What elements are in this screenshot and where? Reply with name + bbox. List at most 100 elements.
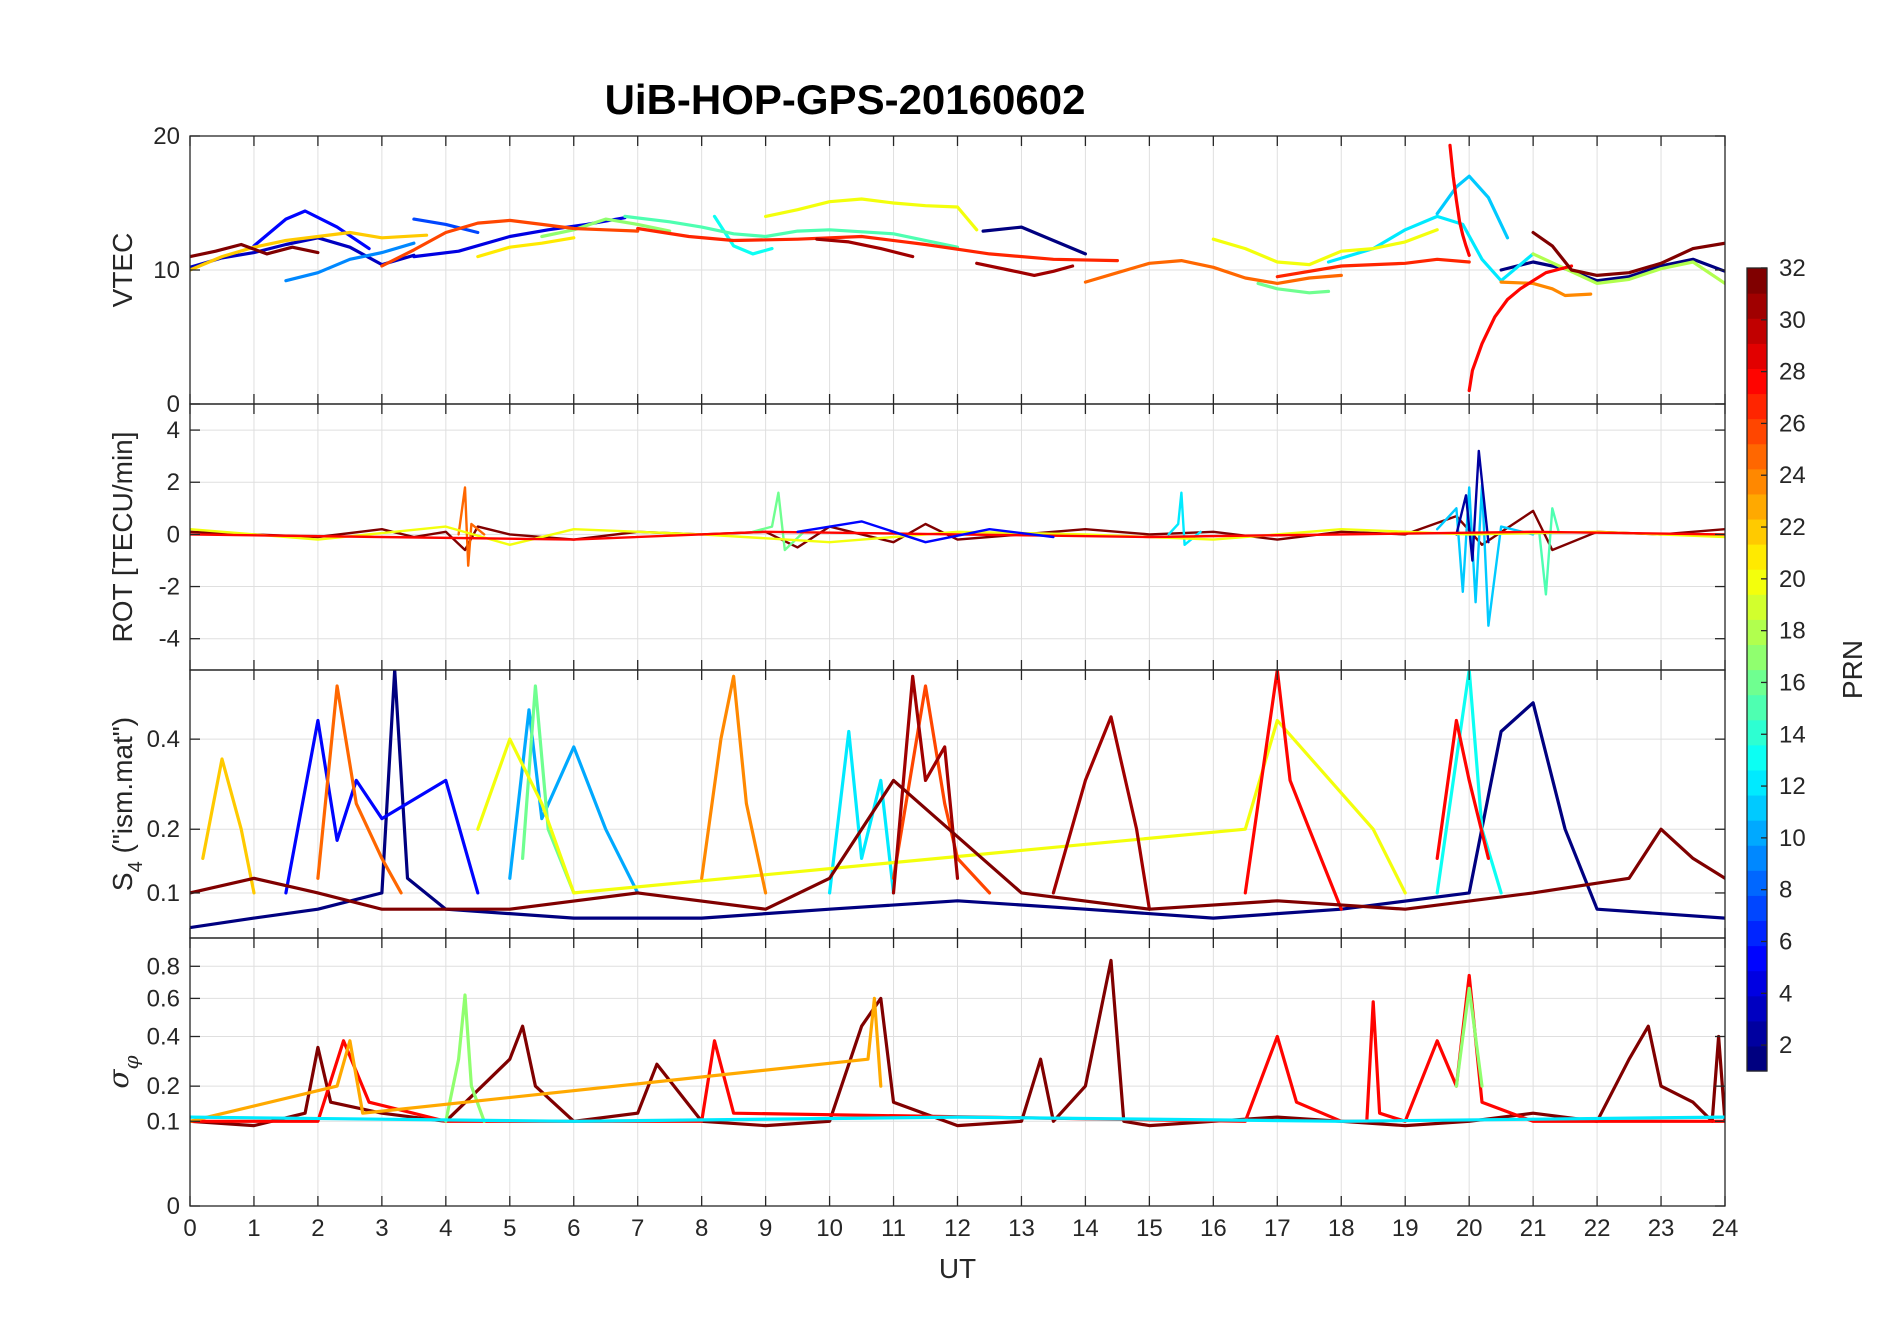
x-tick-label: 8 [695, 1215, 708, 1242]
y-tick-label: 0 [167, 1193, 180, 1220]
x-tick-label: 9 [759, 1215, 772, 1242]
series-line-prn-31 [1051, 715, 1152, 911]
colorbar-swatch [1747, 769, 1767, 796]
x-tick-label: 20 [1456, 1215, 1483, 1242]
series-line-prn-16 [1256, 281, 1331, 295]
colorbar-swatch [1747, 418, 1767, 445]
colorbar-swatch [1747, 544, 1767, 570]
series-line-prn-11 [1435, 483, 1535, 627]
x-tick-label: 22 [1584, 1215, 1611, 1242]
x-tick-label: 23 [1648, 1215, 1675, 1242]
colorbar-swatch [1747, 318, 1767, 344]
x-axis-label: UT [939, 1253, 976, 1284]
series-line-prn-26 [891, 684, 992, 895]
x-tick-label: 17 [1264, 1215, 1291, 1242]
colorbar-swatch [1747, 870, 1767, 896]
series-line-prn-20 [476, 718, 1407, 895]
x-tick-label: 5 [503, 1215, 516, 1242]
x-tick-label: 0 [183, 1215, 196, 1242]
x-tick-label: 21 [1520, 1215, 1547, 1242]
series-line-prn-1 [981, 225, 1088, 256]
colorbar-tick-label: 32 [1779, 255, 1806, 282]
y-tick-label: 0.4 [147, 726, 180, 753]
colorbar-swatch [1747, 744, 1767, 771]
series-line-prn-17 [540, 217, 672, 239]
colorbar-swatch [1747, 895, 1767, 922]
y-tick-label: 0.2 [147, 816, 180, 843]
colorbar-swatch [1747, 493, 1767, 520]
series-line-prn-11 [1435, 174, 1510, 240]
series-line-prn-28 [1448, 143, 1471, 257]
series-line-prn-20 [1211, 228, 1439, 267]
colorbar-label: PRN [1837, 640, 1868, 699]
y-tick-label: 20 [153, 123, 180, 150]
y-tick-label: 4 [167, 417, 180, 444]
series-line-prn-22 [190, 230, 429, 272]
colorbar-swatch [1747, 719, 1767, 746]
x-tick-label: 14 [1072, 1215, 1099, 1242]
colorbar-swatch [1747, 518, 1767, 545]
colorbar-swatch [1747, 920, 1767, 947]
series-line-prn-32 [190, 242, 320, 259]
y-tick-label: 0.1 [147, 1108, 180, 1135]
series-line-prn-20 [763, 197, 979, 232]
series-line-prn-25 [1083, 259, 1343, 285]
y-axis-label: VTEC [107, 233, 138, 308]
y-tick-label: 0.2 [147, 1073, 180, 1100]
figure-title: UiB-HOP-GPS-20160602 [605, 76, 1086, 123]
traces [190, 958, 1725, 1128]
series-line-prn-16 [751, 491, 806, 552]
series-line-prn-32 [190, 958, 1725, 1128]
series-line-prn-1 [1499, 257, 1725, 283]
series-line-prn-12 [1167, 491, 1202, 546]
series-line-prn-5 [796, 520, 1055, 544]
y-axis-label: S4 ("ism.mat") [107, 717, 147, 891]
colorbar-swatch [1747, 945, 1767, 972]
colorbar-swatch [1747, 443, 1767, 470]
colorbar-swatch [1747, 569, 1767, 595]
series-line-prn-15 [1538, 507, 1560, 596]
colorbar-tick-label: 6 [1779, 928, 1792, 955]
series-line-prn-12 [827, 729, 896, 895]
colorbar-tick-label: 12 [1779, 773, 1806, 800]
colorbar-swatch [1747, 268, 1767, 294]
series-line-prn-2 [1455, 449, 1490, 562]
series-line-prn-5 [284, 718, 480, 895]
series-line-prn-3 [190, 236, 416, 269]
x-tick-label: 11 [881, 1215, 906, 1242]
series-line-prn-32 [1531, 230, 1725, 277]
colorbar-tick-label: 18 [1779, 618, 1806, 645]
series-line-prn-12 [1326, 214, 1535, 283]
colorbar-tick-label: 8 [1779, 877, 1792, 904]
series-line-prn-7 [412, 217, 480, 235]
panel-s4: 0.1 0.2 0.4S4 ("ism.mat") [107, 669, 1726, 939]
x-tick-label: 7 [631, 1215, 644, 1242]
series-line-prn-9 [284, 241, 416, 283]
series-line-prn-15 [623, 214, 960, 249]
colorbar-tick-label: 28 [1779, 359, 1806, 386]
colorbar-swatch [1747, 845, 1767, 871]
colorbar-swatch [1747, 794, 1767, 821]
colorbar-tick-label: 4 [1779, 980, 1792, 1007]
colorbar-swatch [1747, 368, 1767, 395]
colorbar-tick-label: 14 [1779, 721, 1806, 748]
colorbar-swatch [1747, 1045, 1767, 1072]
traces [190, 143, 1725, 393]
panel-vtec: 0 10 20 VTEC [107, 123, 1726, 418]
colorbar-tick-label: 20 [1779, 566, 1806, 593]
colorbar-tick-label: 10 [1779, 825, 1806, 852]
series-line-prn-31 [891, 674, 960, 895]
y-tick-label: 10 [153, 257, 180, 284]
x-tick-label: 2 [311, 1215, 324, 1242]
x-tick-label: 24 [1712, 1215, 1739, 1242]
y-axis-label: σφ [102, 1055, 143, 1088]
x-tick-label: 4 [439, 1215, 452, 1242]
y-tick-label: 0 [167, 521, 180, 548]
series-line-prn-22 [201, 757, 256, 895]
colorbar-swatch [1747, 343, 1767, 369]
panel-rot: -4 -2 0 2 4 ROT [TECU/min] [107, 403, 1726, 671]
series-line-prn-31 [815, 237, 915, 259]
colorbar-swatch [1747, 694, 1767, 721]
